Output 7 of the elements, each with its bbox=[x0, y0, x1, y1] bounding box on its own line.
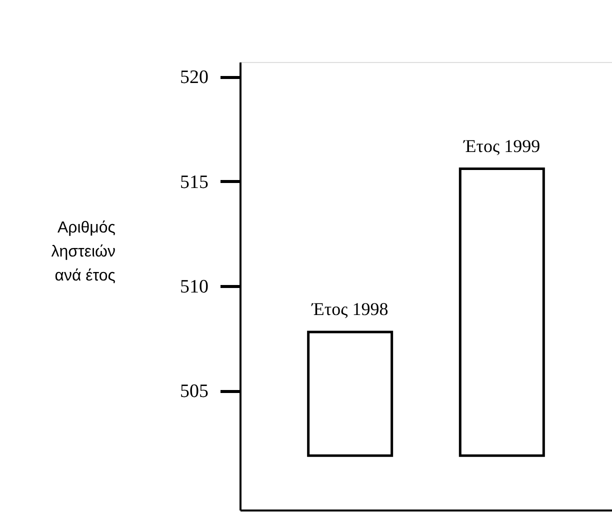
x-tick-label: Έτος 1999 bbox=[462, 136, 540, 156]
y-tick-label: 505 bbox=[180, 381, 208, 402]
x-tick-label: Έτος 1998 bbox=[310, 299, 388, 320]
y-tick-label: 510 bbox=[180, 276, 208, 298]
y-tick-label: 520 bbox=[180, 67, 208, 88]
y-tick-label: 515 bbox=[180, 172, 208, 193]
y-axis-title: Αριθμός ληστειών ανά έτος bbox=[51, 220, 116, 284]
